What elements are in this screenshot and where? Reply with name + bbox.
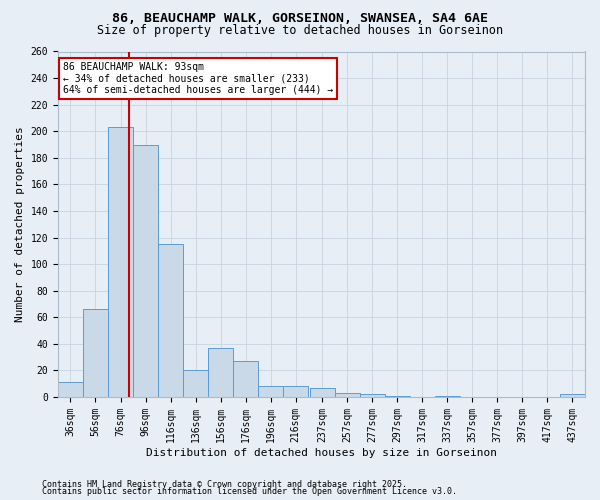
Bar (258, 386, 283, 397)
Bar (133, 144, 158, 397)
Text: Contains HM Land Registry data © Crown copyright and database right 2025.: Contains HM Land Registry data © Crown c… (42, 480, 407, 489)
Bar (283, 386, 308, 397)
Bar (310, 388, 335, 397)
Bar (158, 244, 183, 397)
Bar (83, 310, 108, 397)
Bar (233, 361, 258, 397)
X-axis label: Distribution of detached houses by size in Gorseinon: Distribution of detached houses by size … (146, 448, 497, 458)
Bar (183, 370, 208, 397)
Text: 86 BEAUCHAMP WALK: 93sqm
← 34% of detached houses are smaller (233)
64% of semi-: 86 BEAUCHAMP WALK: 93sqm ← 34% of detach… (63, 62, 334, 95)
Bar (208, 348, 233, 397)
Y-axis label: Number of detached properties: Number of detached properties (15, 126, 25, 322)
Bar (359, 394, 385, 397)
Bar (435, 396, 460, 397)
Text: 86, BEAUCHAMP WALK, GORSEINON, SWANSEA, SA4 6AE: 86, BEAUCHAMP WALK, GORSEINON, SWANSEA, … (112, 12, 488, 26)
Bar (560, 394, 585, 397)
Bar (385, 396, 410, 397)
Text: Size of property relative to detached houses in Gorseinon: Size of property relative to detached ho… (97, 24, 503, 37)
Bar (335, 393, 359, 397)
Text: Contains public sector information licensed under the Open Government Licence v3: Contains public sector information licen… (42, 488, 457, 496)
Bar (58, 382, 83, 397)
Bar (108, 127, 133, 397)
